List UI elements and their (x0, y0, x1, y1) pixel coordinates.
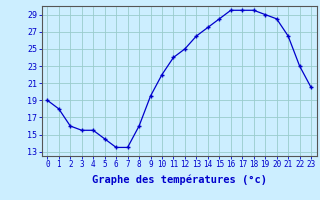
X-axis label: Graphe des températures (°c): Graphe des températures (°c) (92, 175, 267, 185)
